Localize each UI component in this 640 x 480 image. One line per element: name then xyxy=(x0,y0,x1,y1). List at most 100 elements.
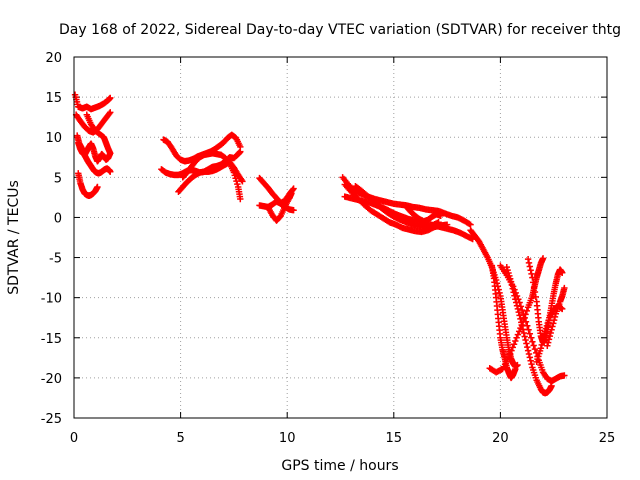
data-point xyxy=(529,338,536,345)
y-tick-label: 5 xyxy=(54,171,62,186)
y-tick-label: -20 xyxy=(41,372,62,387)
data-point xyxy=(537,345,545,352)
axis-ticks: 0 5 10 15 20 25 -25 -20 -15 -10 -5 0 5 10 15 20 xyxy=(41,51,616,446)
data-point xyxy=(546,332,554,340)
data-point xyxy=(437,212,444,220)
data-point xyxy=(289,186,296,193)
data-point xyxy=(528,270,535,278)
data-point xyxy=(512,296,519,303)
data-point xyxy=(515,328,523,335)
series-arc-d5 xyxy=(403,203,444,225)
data-point xyxy=(233,177,240,185)
data-point xyxy=(526,263,534,270)
chart-title: Day 168 of 2022, Sidereal Day-to-day VTE… xyxy=(59,22,621,38)
data-point xyxy=(466,220,473,228)
y-tick-label: -10 xyxy=(41,292,62,307)
data-point xyxy=(544,342,551,349)
y-axis-title: SDTVAR / TECUs xyxy=(6,180,22,295)
y-tick-label: -5 xyxy=(49,252,62,267)
data-point xyxy=(526,354,534,361)
data-point xyxy=(288,190,295,197)
data-point xyxy=(94,183,101,191)
data-point xyxy=(531,288,539,296)
data-point xyxy=(551,313,559,321)
series-arc-c3 xyxy=(264,190,295,224)
data-point xyxy=(524,255,532,263)
data-point xyxy=(512,299,520,306)
data-point xyxy=(508,281,516,289)
data-point xyxy=(505,269,512,277)
data-point xyxy=(239,178,246,185)
data-point xyxy=(550,316,558,324)
y-tick-label: 0 xyxy=(54,211,62,226)
data-point xyxy=(522,311,529,318)
data-point xyxy=(507,278,515,285)
data-point xyxy=(232,175,239,182)
data-point xyxy=(539,338,546,345)
data-point xyxy=(533,349,540,357)
data-point xyxy=(237,195,244,203)
data-point xyxy=(512,365,519,373)
data-point xyxy=(522,336,529,344)
x-tick-label: 25 xyxy=(599,431,616,446)
data-point xyxy=(435,219,442,226)
x-axis-title: GPS time / hours xyxy=(281,458,398,474)
data-point xyxy=(530,284,538,291)
data-point xyxy=(541,331,548,338)
data-point xyxy=(107,109,114,116)
data-point xyxy=(523,307,531,315)
y-tick-label: 10 xyxy=(45,131,62,146)
data-point xyxy=(528,360,535,368)
data-point xyxy=(231,172,238,179)
data-point xyxy=(511,292,518,299)
data-point xyxy=(548,326,555,333)
data-point xyxy=(561,372,568,379)
data-point xyxy=(514,305,522,313)
data-point xyxy=(515,308,522,316)
data-point xyxy=(107,94,114,102)
data-point xyxy=(523,340,530,347)
grid-lines xyxy=(74,57,607,418)
data-point xyxy=(516,312,523,319)
data-point xyxy=(550,320,557,327)
y-tick-label: 20 xyxy=(45,51,62,66)
data-point xyxy=(531,345,539,353)
data-point xyxy=(508,347,515,354)
data-point xyxy=(548,382,555,390)
data-point xyxy=(540,334,547,342)
series-arc-a5 xyxy=(75,170,101,199)
data-point xyxy=(527,334,535,341)
data-point xyxy=(514,331,522,338)
plot-frame xyxy=(73,56,608,419)
data-point xyxy=(530,342,537,349)
data-point xyxy=(509,344,516,351)
data-point xyxy=(504,266,511,274)
data-point xyxy=(507,275,514,282)
data-point xyxy=(547,329,554,337)
series-arc-a4 xyxy=(73,132,114,177)
data-point xyxy=(525,326,532,333)
data-point xyxy=(529,274,536,281)
data-point xyxy=(517,324,524,332)
data-point xyxy=(521,333,528,340)
data-point xyxy=(520,329,528,337)
data-point xyxy=(524,347,532,354)
series-arc-e8 xyxy=(544,284,568,349)
data-point xyxy=(525,259,533,267)
data-point xyxy=(525,350,533,358)
data-point xyxy=(107,168,114,175)
series-arc-a1 xyxy=(71,91,114,113)
data-point xyxy=(238,176,245,184)
series-arc-d4 xyxy=(352,182,442,232)
series-arc-e2 xyxy=(488,262,519,382)
data-point xyxy=(234,180,241,188)
data-point xyxy=(506,272,513,280)
x-tick-label: 5 xyxy=(176,431,184,446)
data-point xyxy=(237,148,244,155)
data-point xyxy=(290,185,297,192)
data-point xyxy=(290,207,297,214)
data-point xyxy=(106,110,113,117)
data-points xyxy=(71,91,568,397)
y-tick-label: -15 xyxy=(41,332,62,347)
